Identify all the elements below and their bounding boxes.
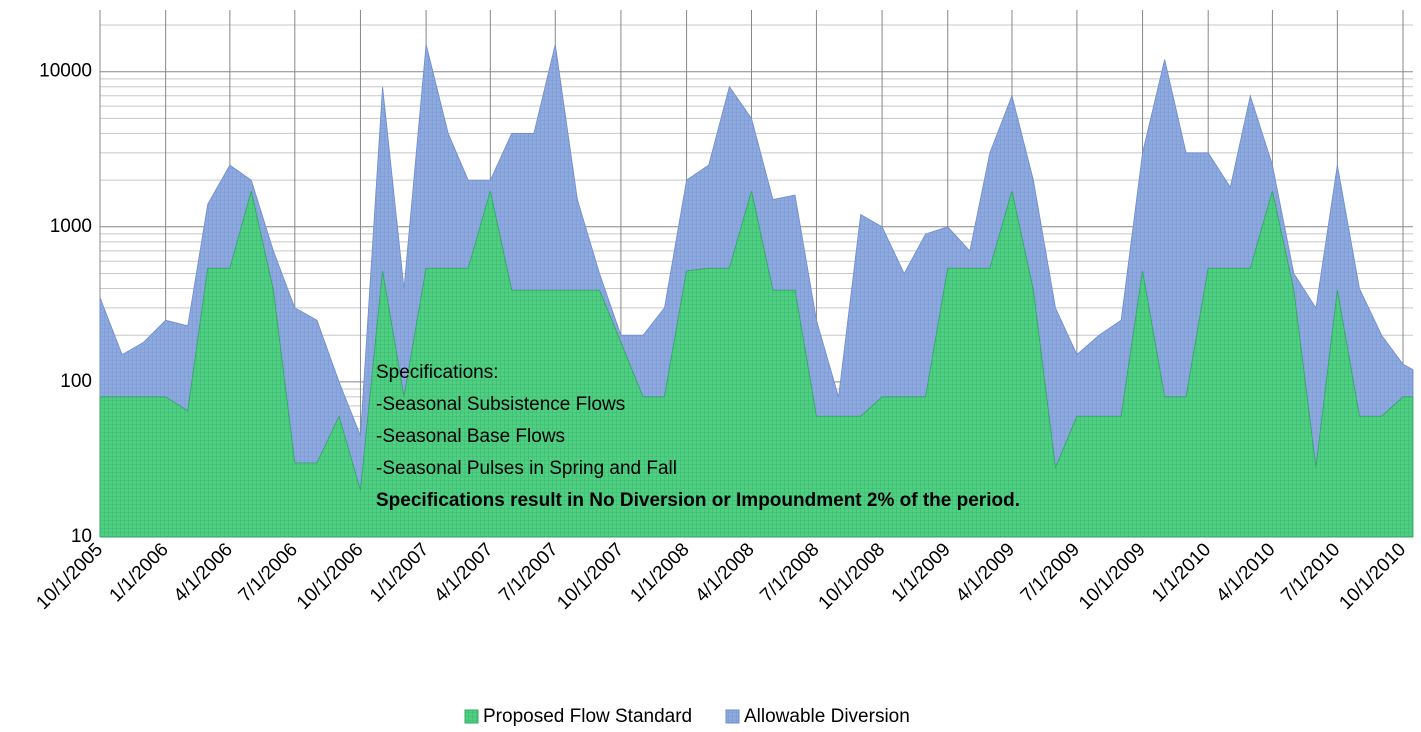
- x-tick-label: 10/1/2009: [1075, 539, 1150, 614]
- y-tick-label: 1000: [50, 216, 92, 237]
- legend-swatch: [464, 709, 479, 724]
- x-tick-label: 7/1/2010: [1277, 539, 1344, 606]
- x-tick-label: 10/1/2007: [553, 539, 628, 614]
- x-tick-label: 4/1/2006: [170, 539, 237, 606]
- annotation-line: -Seasonal Subsistence Flows: [376, 394, 625, 415]
- x-tick-label: 1/1/2006: [106, 539, 173, 606]
- x-tick-label: 10/1/2006: [293, 539, 368, 614]
- legend-label: Allowable Diversion: [744, 706, 910, 727]
- y-tick-label: 100: [60, 371, 92, 392]
- legend-label: Proposed Flow Standard: [483, 706, 692, 727]
- x-tick-label: 1/1/2008: [626, 539, 693, 606]
- y-tick-label: 10000: [39, 61, 92, 82]
- x-tick-label: 10/1/2010: [1335, 539, 1410, 614]
- annotation-line: Specifications:: [376, 362, 499, 383]
- x-tick-label: 7/1/2007: [495, 539, 562, 606]
- x-tick-label: 1/1/2007: [366, 539, 433, 606]
- areas: [99, 44, 1414, 538]
- x-tick-label: 4/1/2007: [430, 539, 497, 606]
- annotation-line: -Seasonal Base Flows: [376, 426, 565, 447]
- annotation-line: -Seasonal Pulses in Spring and Fall: [376, 458, 677, 479]
- x-tick-label: 7/1/2009: [1017, 539, 1084, 606]
- legend-swatch: [725, 709, 740, 724]
- annotation-bold: Specifications result in No Diversion or…: [376, 490, 1020, 511]
- area: [99, 190, 1414, 538]
- x-tick-label: 1/1/2010: [1148, 539, 1215, 606]
- x-tick-label: 1/1/2009: [888, 539, 955, 606]
- x-tick-label: 4/1/2010: [1212, 539, 1279, 606]
- x-tick-label: 7/1/2006: [235, 539, 302, 606]
- x-tick-label: 4/1/2009: [952, 539, 1019, 606]
- x-tick-label: 10/1/2005: [32, 539, 107, 614]
- x-tick-label: 7/1/2008: [756, 539, 823, 606]
- x-tick-label: 4/1/2008: [691, 539, 758, 606]
- y-tick-label: 10: [71, 526, 92, 547]
- x-tick-label: 10/1/2008: [815, 539, 890, 614]
